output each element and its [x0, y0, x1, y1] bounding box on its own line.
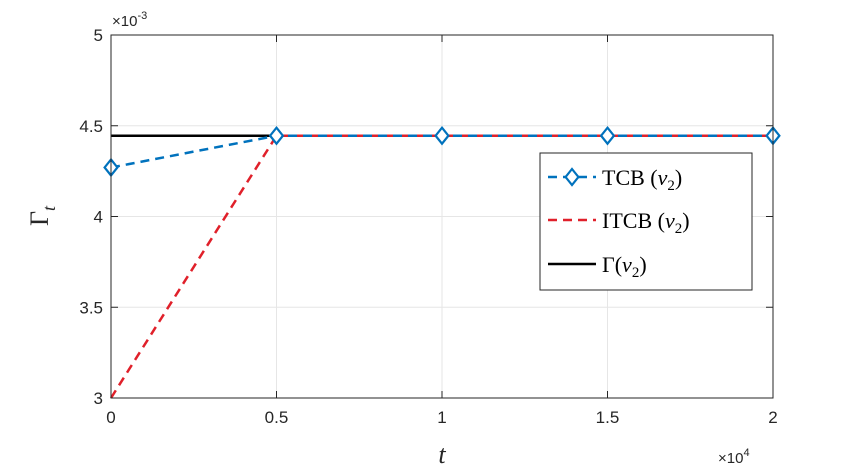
x-tick-label: 2 [768, 408, 777, 427]
y-axis-label-subscript: t [39, 205, 59, 211]
data-point-marker [599, 125, 616, 146]
y-exponent-power: -3 [137, 10, 147, 22]
x-tick-label: 1 [437, 408, 446, 427]
y-axis-label-main: Γ [25, 211, 54, 226]
data-point-marker [268, 125, 285, 146]
legend-label-0: TCB (ν2) [602, 165, 682, 194]
tick-labels: 0 0.5 1 1.5 2 3 3.5 4 4.5 5 [79, 26, 777, 427]
y-tick-label: 4.5 [79, 117, 103, 136]
x-tick-label: 0.5 [265, 408, 289, 427]
y-axis-label: Γt [25, 205, 59, 226]
y-exponent-base: ×10 [112, 13, 137, 30]
x-tick-label: 1.5 [596, 408, 620, 427]
x-axis-label: t [438, 440, 446, 469]
series-line-1 [109, 134, 773, 399]
y-tick-label: 5 [94, 26, 103, 45]
data-point-marker [434, 125, 450, 146]
legend-label-2: Γ(ν2) [602, 252, 647, 281]
x-tick-label: 0 [106, 408, 115, 427]
legend: TCB (ν2) ITCB (ν2) Γ(ν2) [539, 152, 753, 291]
y-exponent: ×10-3 [112, 10, 147, 30]
legend-label-1: ITCB (ν2) [602, 208, 690, 237]
y-tick-label: 4 [94, 208, 103, 227]
x-exponent-power: 4 [743, 447, 749, 459]
x-exponent-base: ×10 [718, 450, 743, 467]
legend-marker-0 [564, 167, 580, 187]
x-exponent: ×104 [718, 447, 750, 467]
y-tick-label: 3 [94, 389, 103, 408]
tick-marks [110, 34, 774, 399]
y-tick-label: 3.5 [79, 298, 103, 317]
